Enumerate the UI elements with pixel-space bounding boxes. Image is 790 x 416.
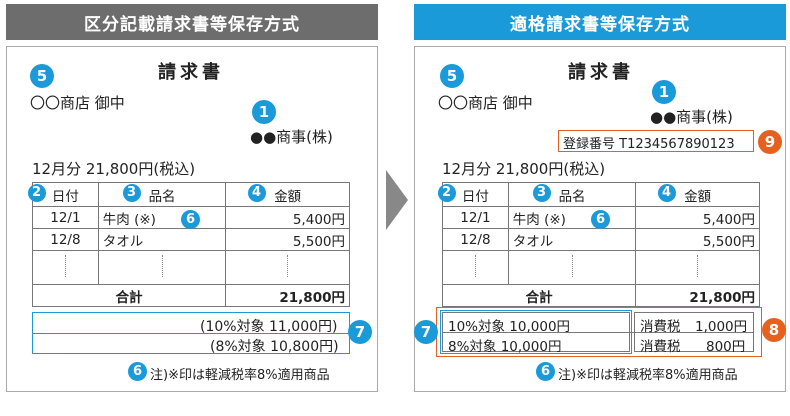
left-col-item: 3 品名 (97, 182, 227, 207)
right-panel-header: 適格請求書等保存方式 (414, 4, 786, 40)
right-col-item: 3 品名 (507, 182, 637, 207)
right-note: 注)※印は軽減税率8%適用商品 (558, 368, 738, 383)
badge-6-note: 6 (128, 362, 147, 381)
tax-label-10: 消費税 (640, 319, 681, 335)
left-invoice-table: 2 日付 3 品名 4 金額 12/1 牛肉 (※) 5,400円 12/8 タオル … (27, 182, 350, 307)
registration-number: 登録番号 T1234567890123 (558, 130, 754, 152)
table-row: 12/8 タオル 5,500円 (32, 228, 350, 251)
tax-label-8: 消費税 (640, 339, 681, 355)
badge-4: 4 (657, 183, 676, 202)
left-breakdown-10: (10%対象 11,000円) (200, 319, 338, 335)
right-breakdown-10: 10%対象 10,000円 (448, 319, 571, 335)
badge-8: 8 (762, 318, 786, 342)
badge-9: 9 (758, 130, 782, 154)
right-col-amount: 4 金額 (635, 182, 760, 207)
badge-5: 5 (30, 64, 54, 88)
badge-6-note: 6 (536, 362, 555, 381)
badge-5: 5 (440, 64, 464, 88)
left-recipient: 〇〇商店 御中 (30, 94, 125, 112)
right-breakdown-divider (442, 332, 754, 333)
left-total-line: 12月分 21,800円(税込) (32, 160, 196, 178)
badge-1: 1 (252, 100, 276, 124)
badge-4: 4 (247, 183, 266, 202)
left-breakdown-divider (32, 333, 350, 334)
left-note: 注)※印は軽減税率8%適用商品 (150, 368, 330, 383)
right-invoice-table: 2 日付 3 品名 4 金額 12/1 牛肉 (※) 5,400円 12/8 タオル … (437, 182, 760, 307)
badge-1: 1 (652, 80, 676, 104)
table-row-ellipsis (32, 250, 350, 285)
badge-7: 7 (348, 320, 372, 344)
arrow-right-icon (386, 170, 408, 230)
right-breakdown-8: 8%対象 10,000円 (448, 339, 562, 355)
tax-value-8: 800円 (706, 339, 746, 355)
right-total-line: 12月分 21,800円(税込) (442, 160, 606, 178)
badge-3: 3 (122, 183, 141, 202)
right-col-date: 2 日付 (437, 182, 509, 207)
left-col-amount: 4 金額 (225, 182, 350, 207)
left-row1-item: 牛肉 (※) (97, 206, 227, 229)
right-invoice-title: 請求書 (568, 62, 634, 83)
left-total-row: 合計 21,800円 (31, 284, 350, 307)
badge-6: 6 (181, 210, 200, 229)
table-row: 12/8 タオル 5,500円 (442, 228, 760, 251)
badge-3: 3 (532, 183, 551, 202)
left-col-date: 2 日付 (27, 182, 99, 207)
right-issuer: ●●商事(株) (650, 108, 733, 126)
left-issuer: ●●商事(株) (250, 128, 333, 146)
right-total-row: 合計 21,800円 (441, 284, 760, 307)
left-panel-header: 区分記載請求書等保存方式 (6, 4, 378, 40)
right-recipient: 〇〇商店 御中 (438, 94, 533, 112)
left-breakdown-8: (8%対象 10,800円) (210, 339, 339, 355)
badge-6: 6 (591, 210, 610, 229)
badge-7: 7 (414, 320, 438, 344)
badge-2: 2 (437, 183, 456, 202)
table-row-ellipsis (442, 250, 760, 285)
left-invoice-title: 請求書 (158, 62, 224, 83)
tax-value-10: 1,000円 (695, 319, 748, 335)
badge-2: 2 (27, 183, 46, 202)
